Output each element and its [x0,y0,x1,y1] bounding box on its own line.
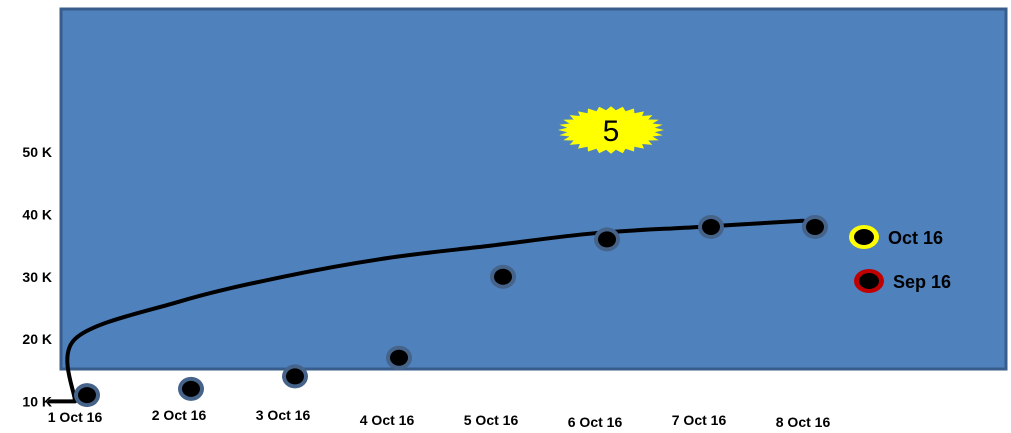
data-point [386,345,412,370]
data-point-dot [702,218,720,235]
data-point-dot [390,349,408,366]
data-point [490,264,516,289]
starburst-badge [558,106,664,154]
x-tick-label: 8 Oct 16 [776,414,831,430]
data-point [594,227,620,252]
annotations: 5 [558,106,664,154]
y-tick-label: 50 K [22,144,52,160]
data-point [282,364,308,389]
x-tick-label: 4 Oct 16 [360,412,415,428]
x-tick-label: 2 Oct 16 [152,407,207,423]
y-tick-label: 10 K [22,393,52,409]
x-axis-ticks: 1 Oct 16 2 Oct 16 3 Oct 16 4 Oct 16 5 Oct 16… [48,407,831,430]
data-point [802,214,828,239]
legend: Oct 16 Sep 16 [849,225,951,293]
x-tick-label: 3 Oct 16 [256,407,311,423]
legend-marker-dot [859,273,879,289]
series-lines [48,218,805,404]
y-axis-ticks: 10 K 20 K 30 K 40 K 50 K [22,144,52,409]
x-tick-label: 6 Oct 16 [568,414,623,430]
badge-label: 5 [603,115,620,148]
data-points [74,214,828,408]
data-point [74,383,100,408]
y-tick-label: 40 K [22,207,52,223]
data-point-dot [806,218,824,235]
data-point [178,376,204,401]
x-tick-label: 7 Oct 16 [672,412,727,428]
data-point-dot [598,231,616,248]
plot-area [59,7,1008,371]
x-tick-label: 1 Oct 16 [48,409,103,425]
data-point-dot [286,368,304,385]
series-line-oct-16 [48,218,805,404]
y-tick-label: 20 K [22,331,52,347]
data-point [698,214,724,239]
legend-label: Sep 16 [893,272,951,292]
data-point-dot [78,387,96,404]
x-tick-label: 5 Oct 16 [464,412,519,428]
y-tick-label: 30 K [22,269,52,285]
legend-marker-dot [854,229,874,245]
legend-label: Oct 16 [888,228,943,248]
data-point-dot [182,380,200,397]
data-point-dot [494,268,512,285]
